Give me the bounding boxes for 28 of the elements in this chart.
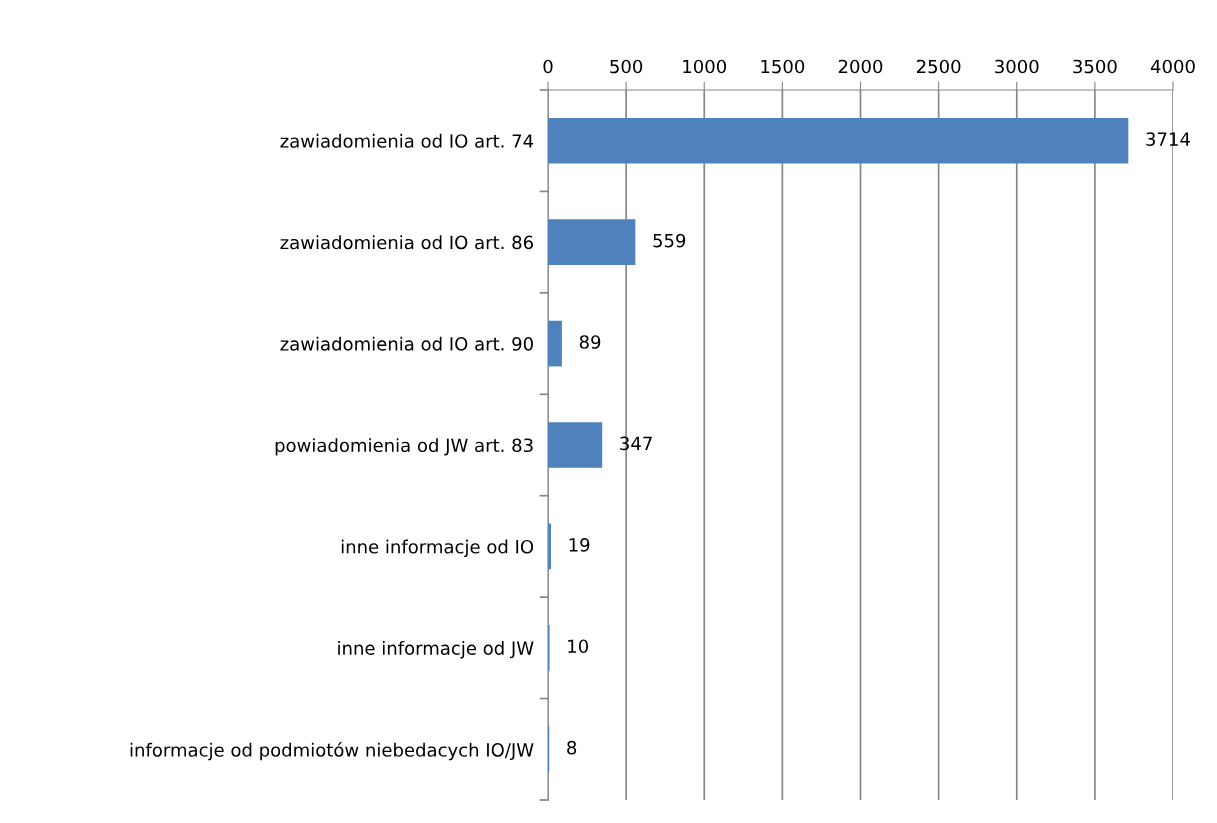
- y-tick-label: zawiadomienia od IO art. 74: [280, 133, 534, 148]
- bar: [548, 523, 551, 570]
- y-tick-label: powiadomienia od JW art. 83: [275, 438, 533, 456]
- x-tick-label: 500: [610, 59, 643, 74]
- y-tick-label: zawiadomienia od IO art. 90: [280, 336, 533, 351]
- y-tick-label: inne informacje od IO: [341, 539, 534, 558]
- data-label: 19: [569, 538, 590, 552]
- x-tick-label: 4000: [1150, 59, 1195, 74]
- data-label: 3714: [1146, 132, 1190, 146]
- data-label: 8: [567, 740, 577, 755]
- bar: [548, 422, 603, 468]
- x-tick-label: 1500: [761, 59, 805, 74]
- data-label: 347: [620, 436, 652, 451]
- x-tick-label: 1000: [683, 59, 727, 74]
- data-label: 10: [568, 639, 589, 654]
- x-tick-label: 2000: [838, 59, 883, 74]
- x-tick-label: 3500: [1073, 59, 1117, 74]
- y-tick-label: zawiadomienia od IO art. 86: [280, 235, 533, 250]
- data-label: 559: [653, 233, 686, 248]
- x-tick-label: 3000: [995, 59, 1039, 74]
- bar: [548, 219, 636, 265]
- y-tick-label: informacje od podmiotów niebedacych IO/JW: [130, 742, 534, 761]
- data-label: 89: [579, 335, 601, 349]
- bar: [548, 117, 1129, 164]
- x-tick-label: 2500: [916, 59, 961, 74]
- x-tick-label: 0: [543, 59, 553, 74]
- bar: [548, 320, 562, 367]
- y-tick-label: inne informacje od JW: [338, 641, 534, 659]
